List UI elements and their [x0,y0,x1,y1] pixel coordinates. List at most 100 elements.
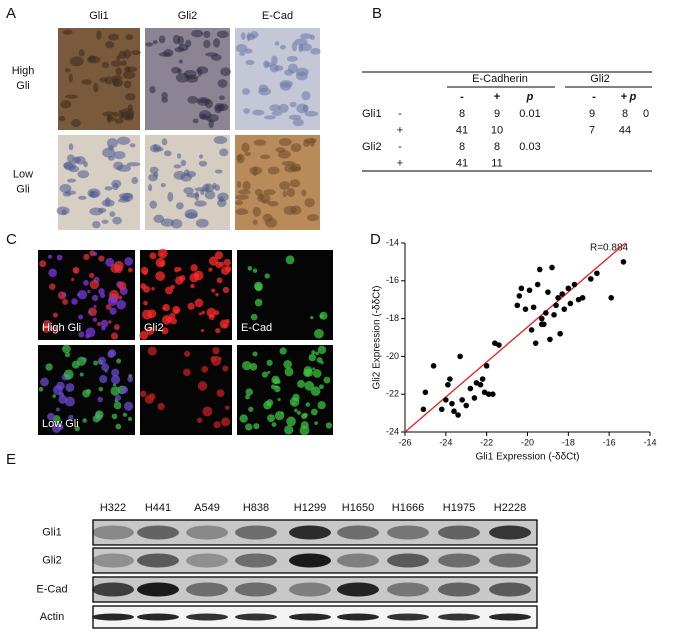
cell [131,176,139,185]
cell [93,304,97,308]
cell [104,186,113,191]
cell [93,82,99,93]
cell [58,391,64,398]
cell [258,87,272,96]
cell [161,138,168,146]
cell [158,35,166,44]
cell [64,68,71,73]
cell [253,423,260,430]
cell [295,71,308,81]
point [457,353,463,360]
cell [65,94,79,99]
cell [310,386,321,396]
band [489,525,531,540]
cell [271,111,283,116]
cell [117,295,123,300]
cell [56,254,63,261]
cell [224,405,230,411]
cell [163,150,172,157]
cell [111,75,123,81]
band [337,525,379,540]
cell [163,49,174,57]
cell [263,189,276,196]
cell [111,375,121,385]
cell [140,283,147,290]
point [443,397,449,403]
cell [249,166,263,175]
y-tick-label: -14 [386,237,399,247]
cell [56,381,65,391]
cell [269,104,281,112]
cell [237,189,251,195]
cell [87,289,91,294]
cell [110,60,123,67]
x-tick-label: -16 [603,437,616,447]
cell [89,190,95,197]
cell [126,162,141,167]
cell [67,154,75,163]
cell [219,95,225,101]
band [489,553,531,568]
band [137,525,179,540]
band [186,582,228,597]
cell [172,34,181,45]
cell [194,191,200,201]
cell [160,218,175,227]
cell [148,393,156,400]
cell [249,362,258,371]
lane-label: H1650 [342,502,374,514]
point [420,406,427,413]
cell [110,332,119,340]
cell [214,169,223,174]
cell [190,283,195,289]
cell [244,151,251,157]
table-header: p [629,91,637,103]
cell [199,154,204,159]
point [455,412,461,418]
cell [97,356,107,365]
lane-label: H441 [145,502,171,514]
cell [278,103,289,113]
cell [121,60,127,67]
cell [312,367,316,371]
cell [105,41,115,49]
lane-label: H322 [100,502,126,514]
band [92,553,134,568]
cell [222,365,229,372]
cell [95,410,104,419]
cell [178,59,183,64]
cell [64,396,75,407]
band [186,525,228,540]
cell [111,368,120,377]
band [387,553,429,568]
cell [194,200,207,207]
point [555,295,561,301]
cell [58,115,66,122]
cell [197,381,208,391]
band [235,582,277,597]
cell [161,92,168,99]
cell [116,299,126,310]
cell [98,386,104,392]
cell [201,310,205,315]
cell [200,329,205,333]
cell [325,422,333,429]
cell [310,408,318,416]
cell [49,283,56,290]
cell [74,425,80,432]
band [289,582,331,597]
point [553,302,559,309]
table-cell: 9 [494,108,500,120]
cell [172,305,181,314]
cell [85,333,90,339]
point [594,270,600,277]
image-label: High Gli [42,322,81,334]
cell [187,302,195,310]
cell [48,268,57,278]
cell [58,424,64,430]
cell [304,198,315,208]
cell [160,252,164,257]
band [137,613,179,621]
cell [317,345,327,355]
panel-label: B [372,5,382,22]
